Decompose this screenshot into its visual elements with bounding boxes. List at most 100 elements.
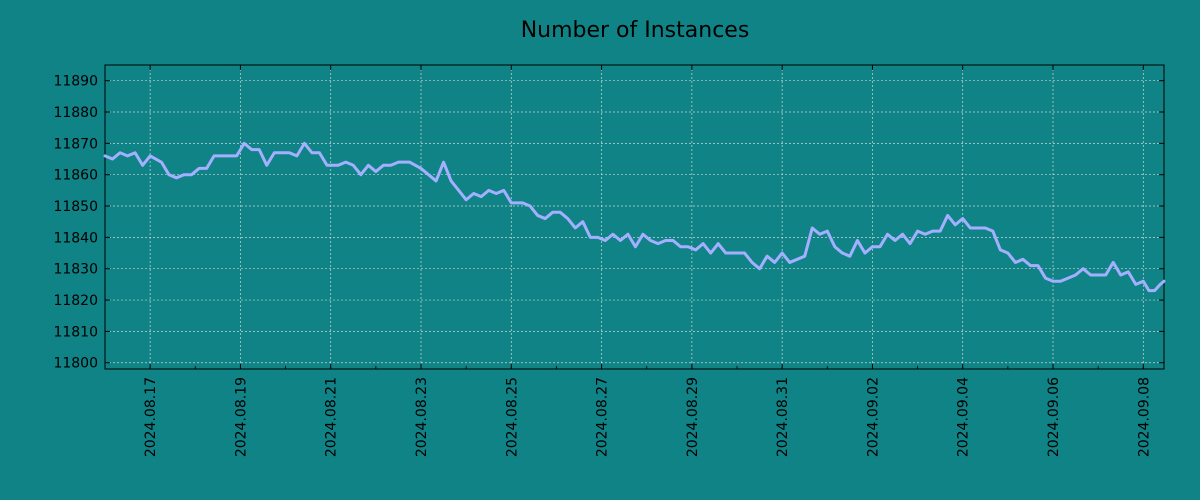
data-point xyxy=(472,192,475,195)
data-point xyxy=(656,242,660,245)
grid-lines xyxy=(105,65,1164,369)
data-point xyxy=(1153,289,1156,292)
data-point xyxy=(841,251,844,255)
x-tick-label: 2024.08.27 xyxy=(595,377,611,457)
x-tick-label: 2024.08.19 xyxy=(233,377,249,457)
data-point xyxy=(856,239,859,242)
y-tick-label: 11820 xyxy=(53,293,98,309)
data-point xyxy=(701,242,705,245)
data-point xyxy=(574,226,577,230)
data-point xyxy=(126,154,129,158)
data-point xyxy=(886,233,889,236)
data-point xyxy=(946,214,949,217)
data-point xyxy=(182,173,186,176)
data-point xyxy=(1014,261,1017,264)
x-tick-label: 2024.09.06 xyxy=(1046,377,1062,457)
y-tick-label: 11890 xyxy=(53,74,98,90)
data-point xyxy=(265,164,268,167)
data-point xyxy=(235,154,238,158)
data-point xyxy=(758,267,761,270)
data-point xyxy=(205,167,208,170)
x-tick-label: 2024.09.08 xyxy=(1136,377,1152,457)
y-tick-label: 11870 xyxy=(53,136,98,152)
data-point xyxy=(1104,273,1107,277)
y-tick-label: 11850 xyxy=(53,199,98,215)
data-point xyxy=(581,220,584,223)
data-point xyxy=(589,236,592,239)
data-point xyxy=(359,173,363,176)
data-point xyxy=(510,201,513,205)
y-axis-tick-labels: 11800 11810 11820 11830 11840 11850 11860 11870… xyxy=(53,74,98,372)
axis-ticks xyxy=(104,65,1164,369)
data-point xyxy=(954,223,957,227)
data-point xyxy=(280,151,284,154)
data-point xyxy=(679,245,682,248)
data-point xyxy=(1127,270,1130,274)
data-point xyxy=(382,164,385,167)
chart-title: Number of Instances xyxy=(521,18,750,43)
data-point xyxy=(160,160,163,164)
y-tick-label: 11840 xyxy=(53,230,98,246)
data-point xyxy=(686,245,690,248)
data-point xyxy=(1066,276,1070,280)
x-tick-label: 2024.08.31 xyxy=(775,377,791,457)
data-point xyxy=(833,245,837,248)
x-tick-label: 2024.09.02 xyxy=(865,377,881,457)
data-point xyxy=(611,233,615,236)
data-point xyxy=(303,142,306,145)
data-point xyxy=(367,164,370,167)
data-point xyxy=(559,211,562,214)
data-point xyxy=(641,233,645,236)
data-point xyxy=(999,248,1002,252)
data-point xyxy=(604,239,607,242)
data-point xyxy=(1147,289,1151,292)
y-tick-label: 11810 xyxy=(53,324,98,340)
data-point xyxy=(717,242,720,245)
data-point xyxy=(318,151,321,154)
data-point xyxy=(969,226,972,230)
data-point xyxy=(863,251,867,255)
data-point xyxy=(536,214,539,217)
data-point xyxy=(419,167,423,170)
data-point xyxy=(826,229,829,233)
data-point xyxy=(543,217,547,220)
plot-frame xyxy=(104,64,1165,370)
data-point xyxy=(788,261,791,264)
data-point xyxy=(480,195,483,198)
data-point xyxy=(724,251,727,255)
data-point xyxy=(566,217,569,220)
data-point xyxy=(449,179,453,183)
data-point xyxy=(694,248,697,252)
data-point xyxy=(773,261,776,264)
data-point xyxy=(871,245,874,248)
x-tick-label: 2024.08.29 xyxy=(685,377,701,457)
data-point xyxy=(991,229,995,233)
data-point xyxy=(111,157,114,161)
data-point xyxy=(434,179,438,183)
data-point xyxy=(796,258,799,261)
x-tick-label: 2024.08.25 xyxy=(504,377,520,457)
data-point xyxy=(442,160,445,164)
data-point xyxy=(464,198,468,201)
data-point xyxy=(1074,273,1077,277)
data-point xyxy=(961,217,964,220)
x-tick-label: 2024.08.21 xyxy=(324,377,340,457)
data-point xyxy=(709,251,712,255)
data-point xyxy=(528,204,532,208)
data-point xyxy=(389,164,393,167)
data-point xyxy=(1134,283,1137,286)
data-point xyxy=(893,239,897,242)
data-point xyxy=(397,160,400,164)
data-point xyxy=(1119,273,1122,277)
y-tick-label: 11880 xyxy=(53,105,98,121)
data-point xyxy=(374,170,378,173)
data-point xyxy=(148,154,152,158)
data-point xyxy=(242,142,246,145)
data-point xyxy=(167,173,171,176)
data-point xyxy=(664,239,667,242)
data-point xyxy=(1112,261,1115,264)
data-point xyxy=(212,154,216,158)
data-point xyxy=(878,245,882,248)
data-point xyxy=(732,251,735,255)
data-point xyxy=(908,242,912,245)
